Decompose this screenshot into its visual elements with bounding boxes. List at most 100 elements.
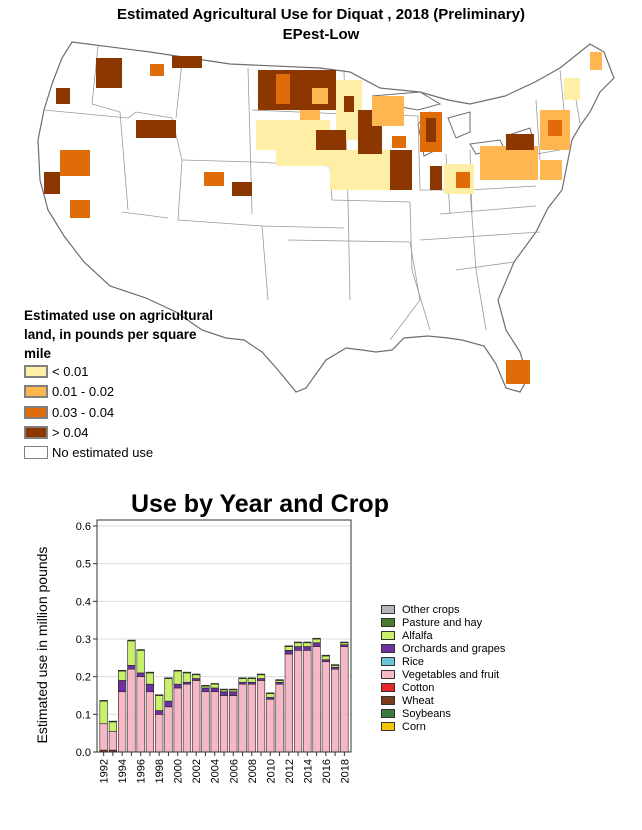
bar-segment	[247, 677, 256, 679]
bar-segment	[173, 683, 182, 689]
bar-segment	[303, 642, 312, 647]
bar-segment	[118, 670, 127, 681]
map-legend-label: 0.01 - 0.02	[52, 383, 115, 399]
chart-legend-label: Rice	[402, 655, 425, 668]
bar-segment	[99, 700, 108, 725]
x-tick-label: 1998	[154, 759, 166, 783]
x-tick-label: 2018	[339, 759, 351, 783]
bar-segment	[219, 691, 229, 696]
bar-segment	[229, 691, 238, 696]
us-county-map	[37, 41, 615, 393]
bar-segment	[108, 721, 117, 732]
bar-segment	[173, 687, 182, 753]
chart-legend-label: Wheat	[402, 694, 434, 707]
map-legend-swatch	[24, 384, 48, 398]
chart-legend-label: Vegetables and fruit	[402, 668, 500, 681]
bar-segment	[247, 678, 256, 683]
chart-legend-label: Orchards and grapes	[402, 642, 506, 655]
map-legend-label: < 0.01	[52, 363, 89, 379]
chart-legend-swatch	[381, 670, 395, 679]
chart-legend-item: Orchards and grapes	[381, 642, 505, 655]
map-legend-title: Estimated use on agricultural land, in p…	[24, 308, 214, 361]
bar-segment	[182, 671, 192, 674]
map-legend-label: > 0.04	[52, 424, 89, 440]
x-tick-label: 2008	[247, 759, 259, 783]
bar-segment	[201, 685, 210, 687]
map-usage-patches	[44, 52, 602, 384]
bar-segment	[108, 730, 117, 751]
chart-legend-item: Soybeans	[381, 707, 505, 720]
bar-segment	[303, 646, 312, 651]
bar-segment	[210, 683, 219, 689]
bar-segment	[256, 680, 266, 753]
bar-segment	[340, 646, 349, 753]
chart-legend-label: Cotton	[402, 681, 435, 694]
chart-legend-swatch	[381, 657, 395, 666]
state-borders	[43, 45, 581, 341]
chart-legend-item: Wheat	[381, 694, 505, 707]
x-tick-label: 2002	[191, 759, 203, 783]
bar-segment	[266, 692, 275, 694]
bar-segment	[284, 653, 293, 753]
bar-segment	[321, 654, 330, 657]
bar-segment	[284, 646, 293, 651]
x-tick-label: 2000	[173, 759, 185, 783]
bar-segment	[293, 641, 303, 644]
bar-segment	[340, 641, 349, 644]
bar-segment	[136, 649, 145, 651]
chart-legend-swatch	[381, 631, 395, 640]
bar-segment	[145, 672, 155, 685]
y-tick-label: 0.6	[76, 521, 91, 533]
bar-segment	[192, 674, 201, 679]
bar-segment	[155, 695, 164, 711]
bar-segment	[312, 646, 321, 753]
bar-segment	[293, 646, 303, 651]
bar-segment	[312, 638, 321, 644]
chart-legend-item: Pasture and hay	[381, 616, 505, 629]
bar-segment	[238, 677, 247, 679]
bar-segment	[145, 671, 155, 674]
bar-segment	[331, 668, 340, 753]
x-tick-label: 2010	[265, 759, 277, 783]
bar-segment	[321, 655, 330, 661]
map-legend-item: 0.01 - 0.02	[24, 381, 114, 401]
bar-segment	[99, 700, 108, 702]
chart-legend-label: Soybeans	[402, 707, 451, 720]
bar-segment	[201, 691, 210, 753]
x-tick-label: 2014	[302, 759, 314, 783]
bar-segment	[219, 695, 229, 753]
x-tick-label: 1994	[117, 759, 129, 783]
chart-legend-swatch	[381, 605, 395, 614]
map-legend-label: No estimated use	[52, 444, 154, 460]
map-subtitle: EPest-Low	[282, 26, 360, 43]
bar-segment	[182, 672, 192, 683]
chart-legend-swatch	[381, 696, 395, 705]
x-tick-label: 2016	[321, 759, 333, 783]
bar-segment	[155, 714, 164, 753]
y-tick-label: 0.5	[76, 559, 91, 571]
bar-segment	[303, 641, 312, 644]
bar-segment	[275, 683, 284, 753]
bar-segment	[210, 683, 219, 685]
bar-segment	[155, 694, 164, 696]
chart-legend-label: Corn	[402, 720, 426, 733]
chart-legend-label: Pasture and hay	[402, 616, 483, 629]
bar-segment	[229, 688, 238, 691]
bar-segment	[192, 680, 201, 753]
chart-legend-item: Other crops	[381, 603, 505, 616]
chart-legend-item: Alfalfa	[381, 629, 505, 642]
map-legend-item: > 0.04	[24, 422, 89, 442]
bar-segment	[256, 673, 266, 676]
bar-segment	[173, 669, 182, 672]
bar-segment	[164, 700, 173, 708]
bar-segment	[127, 640, 136, 666]
map-legend-label: 0.03 - 0.04	[52, 404, 115, 420]
y-tick-label: 0.2	[76, 672, 91, 684]
chart-legend-swatch	[381, 683, 395, 692]
x-tick-label: 2006	[228, 759, 240, 783]
chart-legend-swatch	[381, 709, 395, 718]
bar-segment	[275, 679, 284, 681]
bar-segment	[312, 642, 321, 647]
chart-legend-label: Alfalfa	[402, 629, 433, 642]
bar-segment	[164, 706, 173, 753]
